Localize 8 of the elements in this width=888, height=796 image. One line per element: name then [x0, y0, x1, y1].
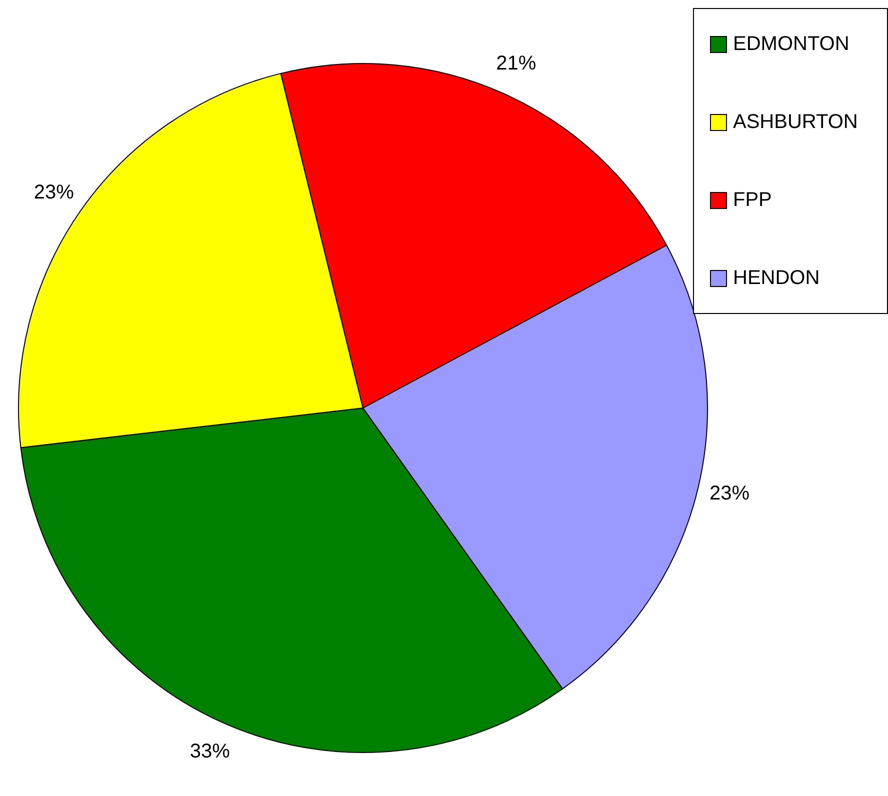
legend-label: ASHBURTON [733, 110, 858, 134]
legend-label: HENDON [733, 266, 820, 290]
data-label: 23% [34, 182, 74, 204]
data-label: 23% [710, 482, 750, 504]
data-label: 33% [190, 740, 230, 762]
legend-label: FPP [733, 188, 772, 212]
legend-label: EDMONTON [733, 32, 850, 56]
data-label: 21% [496, 52, 536, 75]
